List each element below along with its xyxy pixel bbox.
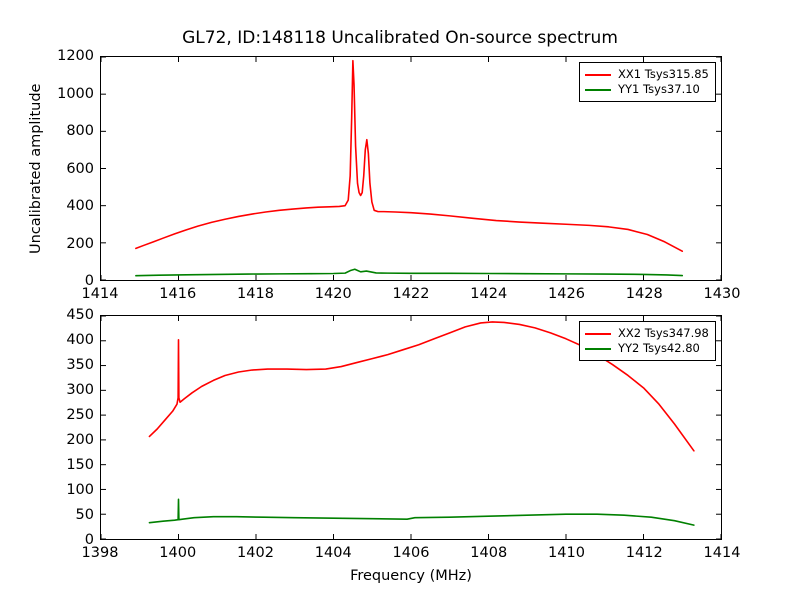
- x-tick-label: 1408: [470, 545, 508, 561]
- x-tick-label: 1428: [625, 286, 663, 302]
- y-tick-label: 0: [84, 273, 94, 289]
- legend-item: YY2 Tsys42.80: [585, 341, 709, 356]
- legend-line-swatch-yy1: [585, 88, 611, 91]
- x-tick-label: 1398: [81, 545, 119, 561]
- legend-line-swatch-xx1: [585, 73, 611, 76]
- x-tick-label: 1424: [470, 286, 508, 302]
- y-tick-label: 800: [66, 123, 94, 139]
- series-line: [149, 499, 693, 525]
- y-tick-label: 200: [66, 432, 94, 448]
- x-tick-label: 1420: [314, 286, 352, 302]
- x-tick-label: 1422: [392, 286, 430, 302]
- bottom-legend: XX2 Tsys347.98 YY2 Tsys42.80: [579, 321, 716, 361]
- series-line: [149, 322, 693, 451]
- x-tick-label: 1412: [625, 545, 663, 561]
- x-tick-label: 1418: [237, 286, 274, 302]
- legend-label-xx1: XX1 Tsys315.85: [618, 67, 709, 81]
- legend-line-swatch-xx2: [585, 332, 611, 335]
- x-tick-label: 1400: [159, 545, 197, 561]
- x-axis-label: Frequency (MHz): [350, 568, 472, 584]
- top-legend: XX1 Tsys315.85 YY1 Tsys37.10: [579, 62, 716, 102]
- y-tick-label: 0: [84, 532, 94, 548]
- x-tick-label: 1416: [159, 286, 197, 302]
- x-tick-label: 1404: [314, 545, 352, 561]
- page-title: GL72, ID:148118 Uncalibrated On-source s…: [182, 28, 618, 48]
- y-tick-label: 1000: [57, 85, 94, 102]
- y-tick-label: 250: [66, 407, 94, 423]
- x-tick-label: 1414: [703, 545, 741, 561]
- legend-item: XX2 Tsys347.98: [585, 326, 709, 341]
- top-y-axis-label: Uncalibrated amplitude: [28, 83, 44, 254]
- x-tick-label: 1414: [81, 286, 119, 302]
- y-tick-label: 150: [66, 457, 94, 473]
- bottom-spectrum-plot: [101, 316, 721, 539]
- legend-item: YY1 Tsys37.10: [585, 82, 709, 97]
- x-tick-label: 1426: [548, 286, 585, 302]
- y-tick-label: 450: [66, 307, 94, 323]
- legend-label-yy1: YY1 Tsys37.10: [618, 82, 700, 96]
- y-tick-label: 100: [66, 482, 94, 498]
- legend-label-yy2: YY2 Tsys42.80: [618, 341, 700, 355]
- legend-line-swatch-yy2: [585, 347, 611, 350]
- y-tick-label: 400: [66, 198, 94, 214]
- series-line: [136, 61, 682, 251]
- top-spectrum-plot: [101, 57, 721, 280]
- y-tick-label: 600: [66, 160, 94, 177]
- y-tick-label: 200: [66, 235, 94, 252]
- y-tick-label: 300: [66, 382, 94, 398]
- legend-item: XX1 Tsys315.85: [585, 67, 709, 82]
- x-tick-label: 1430: [703, 286, 741, 302]
- y-tick-label: 50: [75, 507, 94, 523]
- legend-label-xx2: XX2 Tsys347.98: [618, 326, 709, 340]
- x-tick-label: 1410: [548, 545, 585, 561]
- x-tick-label: 1402: [237, 545, 274, 561]
- y-tick-label: 1200: [57, 48, 94, 64]
- y-tick-label: 400: [66, 332, 94, 348]
- x-tick-label: 1406: [392, 545, 430, 561]
- y-tick-label: 350: [66, 357, 94, 373]
- series-line: [136, 269, 682, 276]
